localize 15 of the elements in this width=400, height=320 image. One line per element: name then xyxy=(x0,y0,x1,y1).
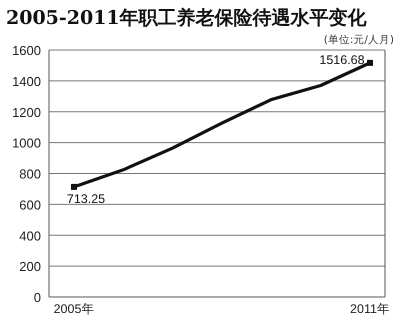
chart-title: 2005-2011年职工养老保险待遇水平变化 xyxy=(6,7,368,29)
y-tick-label: 0 xyxy=(34,290,41,305)
y-tick-label: 1200 xyxy=(12,104,41,120)
data-label: 713.25 xyxy=(66,192,106,206)
x-tick-label: 2011年 xyxy=(350,302,390,316)
x-tick-label: 2005年 xyxy=(54,302,94,316)
y-tick-label: 1000 xyxy=(12,136,41,151)
data-label: 1516.68 xyxy=(319,52,365,67)
y-tick-label: 800 xyxy=(19,166,41,182)
y-tick-label: 1400 xyxy=(12,74,41,89)
y-tick-label: 200 xyxy=(19,259,41,274)
y-tick-label: 1600 xyxy=(12,43,41,58)
y-tick-label: 400 xyxy=(19,228,41,244)
y-tick-label: 600 xyxy=(19,197,41,212)
chart-subtitle: (单位:元/人月) xyxy=(324,33,394,46)
